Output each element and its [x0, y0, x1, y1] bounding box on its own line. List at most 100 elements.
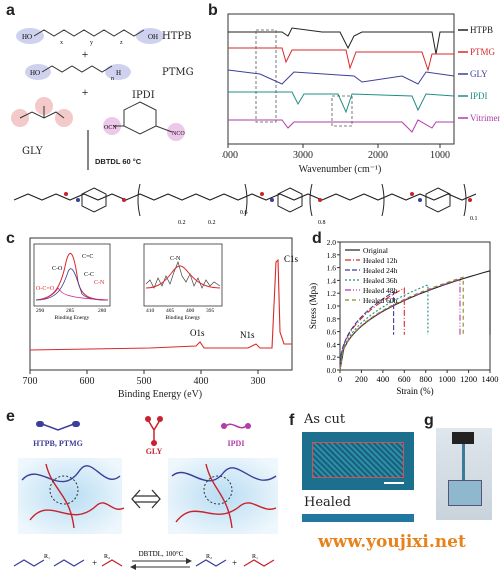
legend-label-4: Healed 48h — [363, 286, 398, 295]
svg-text:R₂: R₂ — [104, 554, 110, 560]
svg-text:395: 395 — [206, 308, 215, 314]
y-tick-label-4: 0.8 — [327, 315, 337, 324]
y-tick-label-3: 0.6 — [327, 328, 337, 337]
panel-e-label: e — [6, 408, 15, 425]
htpb-backbone — [33, 29, 145, 37]
svg-text:Binding Energy: Binding Energy — [166, 315, 201, 321]
stress-xlabel: Strain (%) — [396, 386, 433, 396]
legend-label-2: Healed 24h — [363, 266, 398, 275]
legend-label-0: Original — [363, 246, 388, 255]
svg-text:DBTDL, 100°C: DBTDL, 100°C — [139, 550, 184, 558]
ftir-legend-label-1: PTMG — [470, 47, 496, 57]
ipdi-nco-blob-1 — [103, 117, 121, 135]
watermark-banner: www.youjixi.net — [300, 522, 500, 577]
svg-text:C-O: C-O — [52, 266, 63, 272]
legend-label-3: Healed 36h — [363, 276, 398, 285]
xps-survey-trace — [29, 258, 292, 351]
healed-label: Healed — [304, 495, 351, 510]
series-line-5 — [339, 276, 464, 371]
htpb-end-blob-left — [16, 28, 44, 44]
label-ptmg: PTMG — [162, 67, 194, 78]
svg-text:+: + — [92, 558, 97, 568]
y-tick-label-2: 0.4 — [327, 340, 337, 349]
svg-text:GLY: GLY — [146, 447, 163, 456]
htpb-end-blob-right — [136, 28, 164, 44]
svg-text:400: 400 — [194, 376, 209, 387]
svg-text:x: x — [60, 40, 63, 46]
svg-text:500: 500 — [137, 376, 152, 387]
as-cut-label: As cut — [304, 412, 346, 427]
x-tick-label-5: 1000 — [439, 374, 456, 384]
x-tick-label-2: 400 — [376, 374, 389, 384]
svg-text:HO: HO — [22, 33, 32, 41]
ipdi-icon — [221, 423, 251, 429]
svg-text:y: y — [90, 40, 93, 46]
series-line-1 — [339, 287, 405, 371]
stress-strain-chart: 0 200 400 600 800 1000 1200 1400 0.0 0.2 0.4 0.6 0.8… — [308, 238, 499, 396]
svg-text:R₂: R₂ — [206, 554, 212, 560]
htpb-ptmg-icon — [36, 421, 80, 431]
svg-text:0.8: 0.8 — [318, 220, 326, 226]
svg-text:600: 600 — [80, 376, 95, 387]
svg-text:HO: HO — [30, 69, 40, 77]
ftir-legend: HTPB PTMG GLY IPDI Vitrimer — [458, 25, 500, 123]
svg-text:z: z — [120, 40, 123, 46]
svg-text:1000: 1000 — [430, 150, 450, 161]
svg-text:3000: 3000 — [293, 150, 313, 161]
svg-text:0.1: 0.1 — [470, 216, 478, 222]
y-tick-label-0: 0.0 — [327, 366, 337, 375]
svg-text:285: 285 — [66, 308, 75, 314]
series-line-2 — [339, 290, 395, 371]
svg-text:R₁: R₁ — [44, 554, 50, 560]
stress-ylabel: Stress (Mpa) — [308, 283, 318, 329]
ptmg-end-blob-left — [25, 64, 51, 80]
legend-label-5: Healed 60h — [363, 296, 398, 305]
svg-text:Wavenumber (cm⁻¹): Wavenumber (cm⁻¹) — [299, 164, 382, 175]
ipdi-ring — [123, 101, 157, 135]
ftir-trace-vitrimer — [228, 119, 454, 133]
panel-g-label: g — [424, 412, 434, 429]
label-htpb: HTPB — [162, 31, 192, 42]
network-left-bg — [18, 458, 122, 534]
svg-text:0.6: 0.6 — [240, 210, 248, 216]
y-tick-label-10: 2.0 — [327, 238, 337, 247]
panel-d-label: d — [312, 230, 322, 247]
y-tick-label-1: 0.2 — [327, 353, 337, 362]
svg-text:R₁: R₁ — [252, 554, 258, 560]
x-tick-label-0: 0 — [338, 374, 342, 384]
healed-photo — [302, 514, 414, 522]
series-line-3 — [339, 284, 429, 371]
svg-text:O1s: O1s — [190, 328, 205, 338]
legend-label-1: Healed 12h — [363, 256, 398, 265]
y-tick-label-5: 1.0 — [327, 302, 337, 311]
cut-sample-box — [312, 442, 404, 478]
svg-text:+: + — [82, 47, 89, 61]
ftir-trace-ptmg — [228, 47, 454, 72]
panel-f-label: f — [289, 412, 295, 429]
svg-text:400: 400 — [186, 308, 195, 314]
label-gly: GLY — [22, 146, 43, 157]
ftir-trace-gly — [227, 69, 455, 85]
svg-text:+: + — [232, 558, 237, 568]
svg-text:0.2: 0.2 — [208, 220, 216, 226]
svg-text:280: 280 — [98, 308, 107, 314]
y-tick-label-6: 1.2 — [327, 289, 337, 298]
panel-a-label: a — [6, 2, 15, 19]
polymer-chain: 0.2 0.2 0.6 0.8 0.1 — [13, 183, 478, 226]
panel-c-label: c — [6, 230, 15, 247]
xps-inset-n1s: C-N 410 405 400 395 Binding Energy — [143, 243, 223, 321]
svg-text:NCO: NCO — [172, 131, 185, 137]
ftir-legend-label-3: IPDI — [470, 91, 488, 101]
gly-icon — [145, 416, 163, 446]
equilibrium-arrow — [131, 489, 161, 509]
svg-text:C1s: C1s — [284, 254, 299, 264]
ftir-legend-label-2: GLY — [470, 69, 488, 79]
panel-b-label: b — [208, 2, 218, 19]
svg-text:n: n — [111, 76, 114, 82]
svg-text:300: 300 — [251, 376, 266, 387]
svg-text:C-C: C-C — [84, 272, 94, 278]
xps-inset-c1s: C=C C-O C-C C-N O-C=O 290 285 280 Bindin… — [33, 243, 111, 321]
x-tick-label-4: 800 — [419, 374, 432, 384]
x-tick-label-7: 1400 — [482, 374, 499, 384]
